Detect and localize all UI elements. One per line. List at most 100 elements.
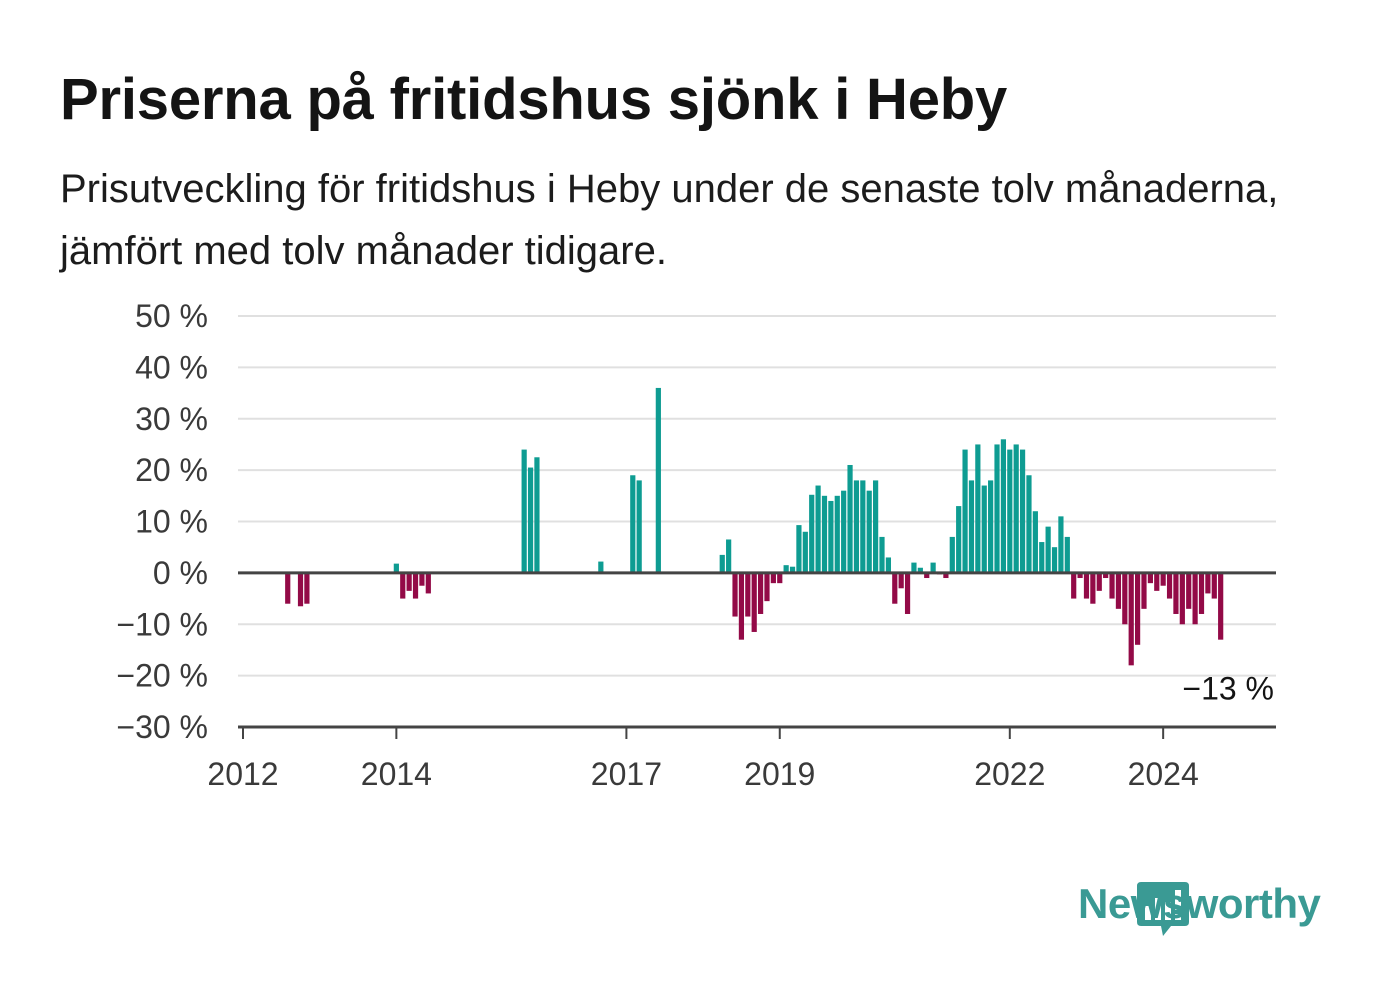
bar xyxy=(879,536,885,573)
bar xyxy=(1045,526,1051,573)
bar xyxy=(809,494,815,573)
bar xyxy=(1147,572,1153,584)
bar xyxy=(757,572,764,614)
grid-layer xyxy=(238,315,1276,677)
bar xyxy=(406,572,412,591)
bar xyxy=(534,457,540,573)
x-tick-label: 2014 xyxy=(361,756,432,792)
bar xyxy=(527,467,534,573)
y-tick-label: 20 % xyxy=(135,452,208,488)
bar xyxy=(1109,572,1115,599)
bar xyxy=(898,572,904,589)
bar xyxy=(911,562,917,573)
bar xyxy=(962,449,968,573)
bar xyxy=(802,531,808,573)
bar xyxy=(1166,572,1173,599)
x-tick-label: 2022 xyxy=(974,756,1045,792)
chart-title: Priserna på fritidshus sjönk i Heby xyxy=(60,67,1008,132)
bar xyxy=(783,565,789,573)
bar xyxy=(885,557,891,573)
bar xyxy=(1205,572,1211,594)
bar xyxy=(892,572,898,604)
bar xyxy=(828,500,834,573)
bar xyxy=(738,572,745,640)
bar xyxy=(751,572,757,632)
bar xyxy=(1211,572,1217,599)
y-tick-label: −20 % xyxy=(116,658,208,694)
bar xyxy=(904,572,911,614)
bar xyxy=(630,475,636,573)
bar xyxy=(968,480,975,573)
bar xyxy=(815,485,821,573)
bar xyxy=(1115,572,1122,609)
bar xyxy=(1218,572,1224,640)
x-tick-label: 2012 xyxy=(207,756,278,792)
newsworthy-logo-icon xyxy=(1137,882,1189,936)
bar xyxy=(636,480,642,573)
bar xyxy=(981,485,987,573)
bar xyxy=(304,572,310,604)
bar xyxy=(956,506,962,573)
bar xyxy=(521,449,527,573)
bar xyxy=(1173,572,1179,614)
bar xyxy=(796,525,802,573)
bar xyxy=(1192,572,1198,625)
bar xyxy=(726,539,732,573)
bar xyxy=(866,490,872,573)
x-tick-label: 2019 xyxy=(744,756,815,792)
bar xyxy=(770,572,776,584)
bar xyxy=(1077,572,1083,579)
chart-subtitle: Prisutveckling för fritidshus i Heby und… xyxy=(60,167,1279,273)
bar xyxy=(1141,572,1147,609)
bar xyxy=(412,572,419,599)
y-tick-label: −30 % xyxy=(116,709,208,745)
bar xyxy=(821,495,828,573)
y-tick-label: 50 % xyxy=(135,298,208,334)
bar xyxy=(988,480,994,573)
bar xyxy=(1160,572,1166,586)
bar xyxy=(1064,536,1070,573)
bar xyxy=(1000,439,1007,573)
bars-layer xyxy=(285,387,1224,666)
x-tick-label: 2024 xyxy=(1128,756,1199,792)
bar xyxy=(789,566,796,573)
bar xyxy=(655,387,661,573)
bar xyxy=(975,444,981,573)
bar xyxy=(1019,449,1026,573)
bar xyxy=(873,480,879,573)
bar xyxy=(297,572,304,607)
bar xyxy=(1103,572,1109,579)
bar xyxy=(1154,572,1160,591)
bar xyxy=(917,567,923,573)
bar xyxy=(834,495,840,573)
bar xyxy=(949,536,955,573)
bar xyxy=(1058,516,1064,573)
bar xyxy=(777,572,783,584)
bar xyxy=(745,572,751,617)
bar xyxy=(1007,449,1013,573)
y-tick-label: −10 % xyxy=(116,606,208,642)
bar xyxy=(841,490,847,573)
bar xyxy=(285,572,291,604)
bar xyxy=(1198,572,1205,614)
bar xyxy=(719,554,725,573)
bar xyxy=(1090,572,1096,604)
bar xyxy=(1179,572,1185,625)
bar xyxy=(732,572,738,617)
bar-chart: 50 % 40 % 30 % 20 % 10 % 0 % −10 % −20 % −30 % 20… xyxy=(116,298,1276,792)
bar xyxy=(400,572,406,599)
bar xyxy=(1128,572,1134,666)
bar xyxy=(860,480,866,573)
bar xyxy=(1013,444,1019,573)
bar xyxy=(1032,511,1038,573)
bar xyxy=(1096,572,1102,591)
bar xyxy=(924,572,930,579)
y-tick-label: 0 % xyxy=(153,555,208,591)
bar xyxy=(419,572,425,586)
bar xyxy=(1039,542,1045,573)
bar xyxy=(1135,572,1141,645)
bar xyxy=(764,572,770,602)
bar xyxy=(943,572,949,579)
bar xyxy=(1051,547,1058,573)
labels-layer: 50 % 40 % 30 % 20 % 10 % 0 % −10 % −20 % −30 % 20… xyxy=(116,298,1274,792)
